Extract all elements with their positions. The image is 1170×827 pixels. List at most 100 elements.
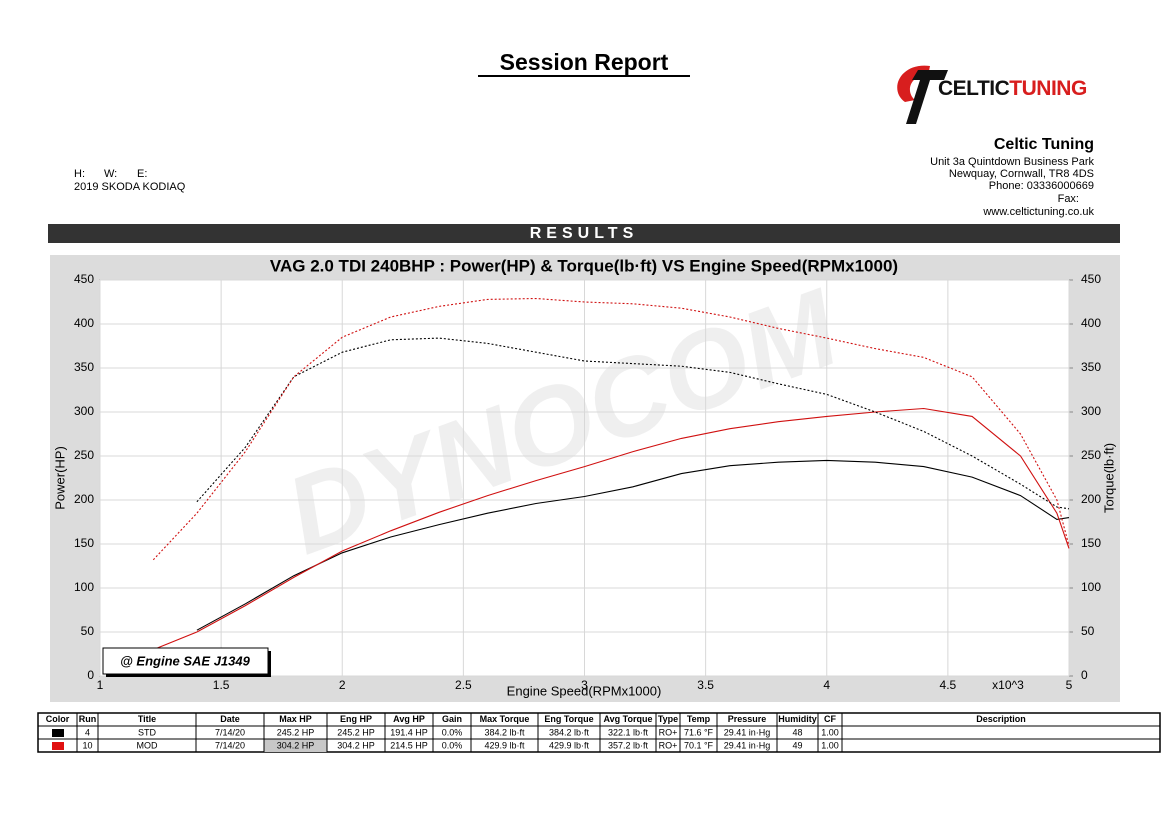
plot: 0 50 100 150 200 250 300 350 400 450 0 50 100 150 200 2… xyxy=(74,272,1101,692)
contact-label: W: xyxy=(104,168,117,180)
company-line: Unit 3a Quintdown Business Park xyxy=(930,156,1094,168)
x-tick-label: 4 xyxy=(823,678,830,692)
vehicle: 2019 SKODA KODIAQ xyxy=(74,181,186,193)
table-cell: 10 xyxy=(82,740,92,750)
logo-text: CELTICTUNING xyxy=(938,77,1087,100)
table-cell: 29.41 in·Hg xyxy=(724,740,771,750)
x-tick-label: 4.5 xyxy=(940,678,957,692)
cell-highlight xyxy=(264,739,327,752)
logo: CELTICTUNING xyxy=(897,65,1087,124)
table-cell: 214.5 HP xyxy=(390,740,428,750)
y2-tick-label: 350 xyxy=(1081,360,1101,374)
annotation: @ Engine SAE J1349 xyxy=(120,653,250,668)
y2-tick-label: 100 xyxy=(1081,580,1101,594)
column-header: Eng Torque xyxy=(544,714,593,724)
y2-tick-label: 250 xyxy=(1081,448,1101,462)
data-line xyxy=(153,407,1070,651)
y-tick-label: 450 xyxy=(74,272,94,286)
column-header: Type xyxy=(658,714,678,724)
section-bar xyxy=(48,224,1120,243)
y2-tick-label: 400 xyxy=(1081,316,1101,330)
table-cell: RO+ xyxy=(659,740,678,750)
column-header: CF xyxy=(824,714,836,724)
table-cell: 71.6 °F xyxy=(684,727,714,737)
x-multiplier: x10^3 xyxy=(992,678,1024,692)
column-header: Max HP xyxy=(279,714,312,724)
table-cell: 304.2 HP xyxy=(337,740,375,750)
results-table: Color Run Title Date Max HP Eng HP Avg HP Gain M… xyxy=(37,712,1161,753)
table-cell: 191.4 HP xyxy=(390,727,428,737)
column-header: Humidity xyxy=(778,714,817,724)
company-name: Celtic Tuning xyxy=(994,136,1094,153)
y2-tick-label: 200 xyxy=(1081,492,1101,506)
y2-tick-label: 150 xyxy=(1081,536,1101,550)
table-cell: 384.2 lb·ft xyxy=(484,727,525,737)
table-cell: 429.9 lb·ft xyxy=(484,740,525,750)
table-cell: 49 xyxy=(792,740,802,750)
column-header: Color xyxy=(46,714,70,724)
column-header: Date xyxy=(220,714,240,724)
y-tick-label: 400 xyxy=(74,316,94,330)
column-header: Max Torque xyxy=(480,714,530,724)
y2-axis-label: Torque(lb·ft) xyxy=(1101,443,1116,513)
contact-label: H: xyxy=(74,168,85,180)
column-header: Avg Torque xyxy=(604,714,653,724)
table-cell: 4 xyxy=(85,727,90,737)
y-axis-label: Power(HP) xyxy=(52,446,67,510)
x-tick-label: 2 xyxy=(339,678,346,692)
column-header: Eng HP xyxy=(340,714,372,724)
table-cell: 7/14/20 xyxy=(215,740,245,750)
logo-part: CELTIC xyxy=(938,77,1010,100)
y-tick-label: 100 xyxy=(74,580,94,594)
x-tick-label: 5 xyxy=(1066,678,1073,692)
y2-tick-label: 450 xyxy=(1081,272,1101,286)
column-header: Avg HP xyxy=(393,714,425,724)
color-swatch xyxy=(52,729,64,737)
column-header: Gain xyxy=(442,714,462,724)
table-cell: 0.0% xyxy=(442,727,463,737)
y-tick-label: 250 xyxy=(74,448,94,462)
y-tick-label: 350 xyxy=(74,360,94,374)
section-title: RESULTS xyxy=(530,225,638,242)
y2-tick-label: 300 xyxy=(1081,404,1101,418)
color-swatch xyxy=(52,742,64,750)
column-header: Temp xyxy=(687,714,711,724)
y-tick-label: 0 xyxy=(87,668,94,682)
x-tick-label: 1 xyxy=(97,678,104,692)
y2-tick-label: 0 xyxy=(1081,668,1088,682)
table-cell: 1.00 xyxy=(821,740,839,750)
table-cell: 245.2 HP xyxy=(337,727,375,737)
table-cell: 70.1 °F xyxy=(684,740,714,750)
x-axis-label: Engine Speed(RPMx1000) xyxy=(507,683,662,698)
table-cell: 7/14/20 xyxy=(215,727,245,737)
company-line: Phone: 03336000669 xyxy=(989,180,1094,192)
table-frame xyxy=(37,712,1161,753)
table-cell: 357.2 lb·ft xyxy=(608,740,649,750)
table-cell: 384.2 lb·ft xyxy=(549,727,590,737)
annotation-box xyxy=(102,647,269,675)
company-line: Newquay, Cornwall, TR8 4DS xyxy=(949,168,1094,180)
table-cell: 304.2 HP xyxy=(277,740,315,750)
company-line: www.celtictuning.co.uk xyxy=(982,206,1094,218)
table-cell: 29.41 in·Hg xyxy=(724,727,771,737)
table-cell: RO+ xyxy=(659,727,678,737)
table-cell: 429.9 lb·ft xyxy=(549,740,590,750)
column-header: Description xyxy=(976,714,1026,724)
chart-title: VAG 2.0 TDI 240BHP : Power(HP) & Torque(… xyxy=(270,256,898,275)
company-line: Fax: xyxy=(1058,193,1079,205)
x-tick-label: 2.5 xyxy=(455,678,472,692)
y-tick-label: 300 xyxy=(74,404,94,418)
contact-label: E: xyxy=(137,168,147,180)
column-header: Pressure xyxy=(728,714,767,724)
y-tick-label: 200 xyxy=(74,492,94,506)
data-line xyxy=(196,459,1070,631)
column-header: Run xyxy=(79,714,97,724)
x-tick-label: 3.5 xyxy=(697,678,714,692)
logo-mark xyxy=(906,70,948,124)
logo-part: TUNING xyxy=(1009,77,1087,100)
report-title: Session Report xyxy=(500,49,669,75)
table-cell: 0.0% xyxy=(442,740,463,750)
table-cell: 1.00 xyxy=(821,727,839,737)
